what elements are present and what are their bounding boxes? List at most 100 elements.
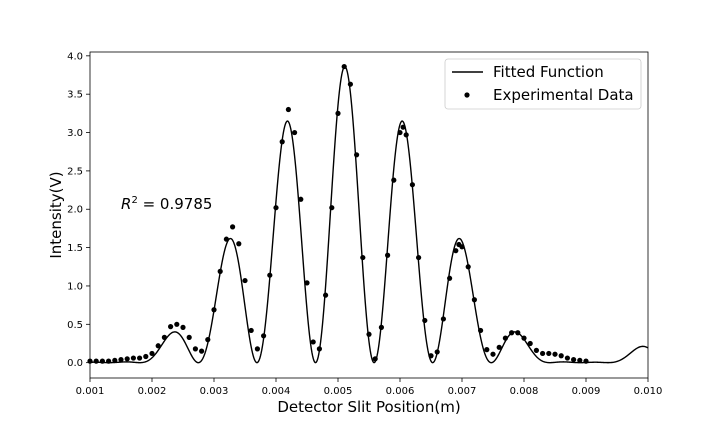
data-point [329, 205, 335, 211]
data-point [527, 340, 533, 347]
legend: Fitted Function Experimental Data [444, 58, 642, 110]
data-point [254, 346, 260, 352]
legend-label-fitted-function: Fitted Function [493, 63, 604, 81]
data-point [533, 347, 540, 353]
data-point [509, 330, 515, 336]
legend-label-experimental-data: Experimental Data [493, 86, 634, 104]
y-axis-title: Intensity(V) [47, 171, 65, 258]
data-point [174, 321, 180, 327]
y-tick-label: 0.5 [67, 320, 83, 331]
data-point [577, 357, 583, 363]
data-point [304, 280, 310, 286]
data-point [372, 356, 378, 362]
y-tick-label: 3.0 [67, 128, 83, 139]
data-point [521, 335, 527, 341]
data-point [236, 241, 242, 247]
data-point [490, 351, 496, 357]
legend-dot-swatch [464, 92, 470, 98]
data-point [99, 358, 105, 364]
data-point [298, 196, 304, 202]
y-tick-label: 2.0 [67, 205, 83, 216]
y-tick-label: 3.5 [67, 90, 83, 101]
data-point [118, 356, 124, 363]
data-point [205, 337, 211, 343]
y-tick-label: 4.0 [67, 51, 83, 62]
data-point [130, 355, 136, 361]
y-tick-label: 0.0 [67, 358, 83, 369]
data-point [416, 254, 422, 261]
data-point [285, 106, 291, 113]
x-tick-label: 0.002 [138, 386, 167, 397]
data-point [180, 324, 186, 330]
data-point [155, 343, 161, 349]
data-point [335, 110, 341, 116]
data-point [137, 355, 143, 361]
data-point [168, 324, 174, 330]
data-point [502, 335, 508, 341]
data-point [310, 339, 316, 345]
data-point [471, 297, 477, 303]
data-point [552, 351, 558, 357]
x-tick-label: 0.001 [76, 386, 105, 397]
data-point [403, 132, 409, 138]
data-point [230, 224, 236, 230]
data-point [378, 324, 384, 330]
y-tick-label: 2.5 [67, 166, 83, 177]
data-point [186, 334, 192, 340]
data-point [149, 350, 155, 357]
data-point [428, 353, 434, 359]
data-point [453, 248, 459, 254]
data-point [440, 316, 446, 322]
data-point [546, 350, 552, 357]
data-point [323, 292, 329, 298]
data-point [316, 346, 322, 352]
data-point [447, 275, 453, 281]
data-point [192, 346, 198, 352]
data-point [558, 353, 564, 359]
r-squared-symbol: R [121, 195, 131, 213]
fitted-function-line [89, 65, 649, 364]
data-point [571, 356, 577, 363]
x-tick-label: 0.004 [262, 386, 291, 397]
data-point [354, 152, 360, 158]
data-point [199, 348, 205, 354]
data-point [391, 177, 397, 183]
data-point [360, 254, 366, 261]
data-point [112, 357, 118, 363]
data-point [422, 317, 428, 324]
data-point [496, 344, 502, 350]
data-point [279, 139, 285, 145]
data-point [397, 129, 403, 136]
y-tick-label: 1.5 [67, 243, 83, 254]
data-point [124, 356, 130, 362]
y-tick-label: 1.0 [67, 281, 83, 292]
data-point [211, 307, 217, 313]
data-point [583, 358, 589, 364]
plot-frame [89, 51, 649, 379]
x-tick-label: 0.003 [200, 386, 229, 397]
data-point [242, 277, 248, 284]
data-point [366, 331, 372, 337]
data-point [434, 349, 440, 355]
x-tick-label: 0.007 [448, 386, 477, 397]
data-point [261, 333, 267, 339]
data-point [292, 129, 298, 136]
data-point [161, 334, 167, 340]
data-point [248, 327, 254, 334]
data-point [484, 347, 490, 353]
experimental-data-points [87, 63, 589, 364]
data-point [400, 124, 406, 130]
data-point [347, 81, 353, 87]
legend-box [444, 58, 642, 110]
data-point [459, 244, 465, 250]
r-squared-exponent: 2 [131, 195, 137, 206]
x-axis-title: Detector Slit Position(m) [277, 398, 460, 416]
r-squared-annotation: R2 = 0.9785 [121, 195, 212, 213]
data-point [217, 268, 223, 274]
data-point [409, 182, 415, 188]
data-point [478, 327, 484, 334]
data-point [564, 355, 571, 361]
data-point [385, 252, 391, 258]
x-tick-label: 0.005 [324, 386, 353, 397]
